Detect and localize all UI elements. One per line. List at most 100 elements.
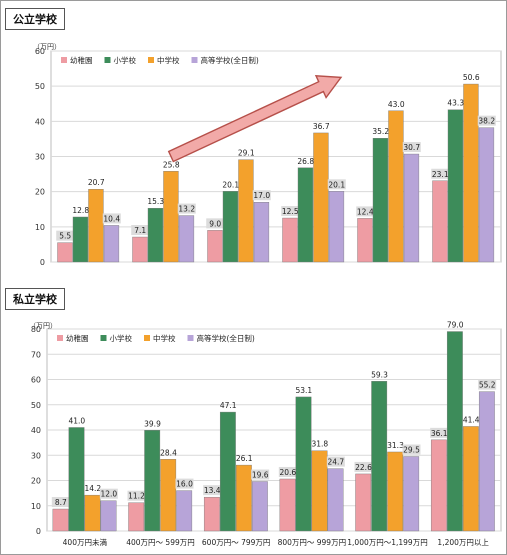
data-label: 41.0	[68, 416, 85, 425]
data-label: 13.2	[178, 205, 195, 214]
private-school-chart: 0 10 20 30 40 50 60 70 80（万円） 幼稚園 小学校 中学校 高等学校(全日制) 8…	[29, 321, 502, 547]
legend-swatch	[100, 335, 107, 341]
bar	[403, 456, 420, 532]
bar	[297, 167, 314, 263]
y-tick-label: 30	[35, 153, 45, 162]
data-label: 20.1	[328, 180, 345, 189]
data-label-bg	[281, 206, 300, 217]
bar	[203, 496, 220, 532]
data-label: 26.8	[297, 157, 314, 166]
legend-swatch	[61, 57, 67, 63]
x-tick-label: 400万円～ 599万円	[126, 538, 195, 547]
legend-label: 中学校	[157, 55, 180, 65]
data-label: 15.3	[147, 197, 164, 206]
bar	[100, 500, 117, 532]
data-label-bg	[206, 218, 225, 229]
bar	[84, 494, 101, 532]
legend-label: 小学校	[110, 333, 133, 343]
data-label: 41.4	[463, 415, 480, 424]
y-tick-label: 80	[31, 325, 41, 334]
data-label-bg	[477, 115, 496, 126]
x-tick-label: 600万円～ 799万円	[202, 538, 271, 547]
y-tick-label: 10	[35, 223, 45, 232]
data-label: 35.2	[372, 127, 389, 136]
data-label-bg	[430, 427, 449, 438]
bar	[68, 427, 85, 532]
data-label: 13.4	[204, 486, 221, 495]
data-label: 8.7	[55, 498, 67, 507]
y-tick-label: 60	[31, 376, 41, 385]
public-school-chart: 0 10 20 30 40 50 60（万円） 幼稚園 小学校 中学校 高等学校(全日制) 5.5 12…	[33, 43, 502, 269]
x-tick-label: 400万円未満	[66, 268, 111, 269]
bar	[251, 481, 268, 532]
data-label: 53.1	[295, 386, 312, 395]
data-label: 5.5	[59, 232, 71, 241]
data-label-bg	[278, 466, 297, 477]
legend-label: 幼稚園	[70, 55, 93, 65]
data-label: 20.7	[88, 178, 105, 187]
trend-arrow	[167, 75, 343, 163]
data-label-bg	[177, 203, 196, 214]
y-tick-label: 20	[35, 188, 45, 197]
y-tick-label: 20	[31, 477, 41, 486]
bar	[447, 109, 464, 263]
data-label-bg	[356, 206, 375, 217]
bar	[128, 502, 145, 532]
data-label: 43.3	[447, 99, 464, 108]
data-label-bg	[131, 225, 150, 236]
data-label-bg	[252, 190, 271, 201]
bar	[72, 216, 89, 263]
bar	[446, 331, 463, 532]
bar	[52, 508, 69, 532]
data-label: 9.0	[209, 219, 221, 228]
bar	[176, 490, 193, 532]
data-label-bg	[99, 488, 118, 499]
data-label: 28.4	[160, 448, 177, 457]
y-tick-label: 40	[35, 117, 45, 126]
data-label: 31.3	[387, 441, 404, 450]
y-tick-label: 0	[40, 258, 45, 267]
bar	[103, 225, 120, 263]
y-tick-label: 50	[35, 82, 45, 91]
data-label: 24.7	[327, 458, 344, 467]
y-tick-label: 10	[31, 502, 41, 511]
data-label: 47.1	[220, 401, 237, 410]
data-label: 25.8	[163, 160, 180, 169]
data-label: 29.5	[403, 446, 420, 455]
bar	[147, 207, 164, 263]
bar	[387, 451, 404, 532]
legend-swatch	[187, 335, 194, 341]
data-label-bg	[127, 490, 146, 501]
x-tick-label: 1,000万円～1,199万円	[347, 538, 427, 547]
data-label-bg	[175, 478, 194, 489]
bar	[295, 396, 312, 532]
data-label-bg	[56, 230, 75, 241]
bar	[88, 189, 104, 263]
data-label: 20.1	[222, 180, 239, 189]
data-label-bg	[431, 168, 450, 179]
data-label: 12.5	[282, 207, 299, 216]
data-label: 79.0	[447, 321, 464, 330]
bar	[478, 127, 495, 263]
legend-swatch	[191, 57, 198, 63]
data-label: 19.6	[252, 471, 269, 480]
legend-label: 小学校	[114, 55, 137, 65]
data-label: 36.1	[431, 429, 448, 438]
bar	[328, 191, 345, 263]
data-label: 39.9	[144, 419, 161, 428]
data-label: 29.1	[238, 149, 255, 158]
bar	[144, 430, 161, 532]
bar	[219, 411, 236, 532]
data-label: 14.2	[84, 484, 101, 493]
data-label-bg	[402, 142, 421, 153]
data-label: 11.2	[128, 492, 145, 501]
bar	[313, 132, 329, 263]
bar	[432, 180, 448, 263]
bar	[388, 110, 404, 263]
bar	[160, 459, 177, 532]
data-label: 30.7	[403, 143, 420, 152]
legend-swatch	[144, 335, 150, 341]
y-tick-label: 0	[36, 527, 41, 536]
legend-swatch	[57, 335, 63, 341]
